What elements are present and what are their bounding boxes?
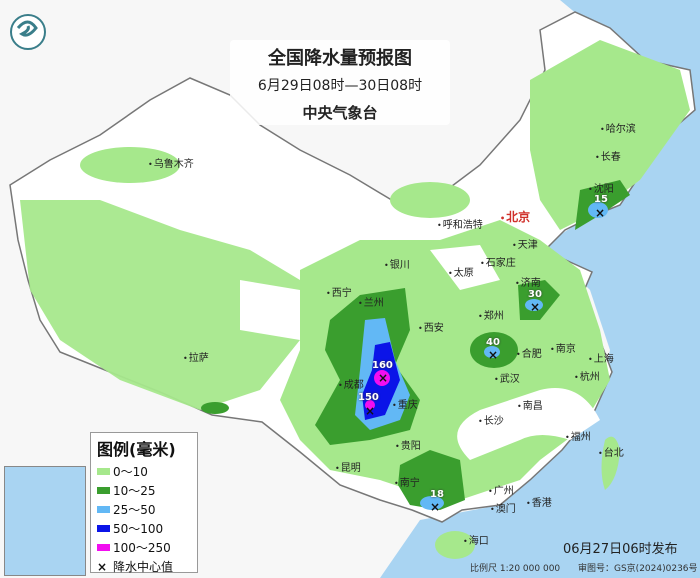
rain-center-value: 160 — [372, 360, 393, 371]
legend-swatch — [97, 544, 110, 551]
title-backdrop — [230, 40, 450, 125]
city-label: 杭州 — [574, 368, 600, 383]
legend-item: 100～250 — [97, 538, 191, 557]
city-label: 西宁 — [326, 284, 352, 299]
x-mark-icon: × — [595, 206, 606, 220]
legend-item: 25～50 — [97, 500, 191, 519]
city-label: 兰州 — [358, 294, 384, 309]
city-label: 重庆 — [392, 396, 418, 411]
city-label: 台北 — [598, 444, 624, 459]
city-label: 拉萨 — [183, 349, 209, 364]
city-label: 长沙 — [478, 412, 504, 427]
legend-item: 0～10 — [97, 462, 191, 481]
city-label: 成都 — [338, 376, 364, 391]
city-label: 香港 — [526, 494, 552, 509]
x-mark-icon: × — [378, 371, 389, 385]
rain-center-value: 150 — [358, 392, 379, 403]
map-title: 全国降水量预报图 — [268, 48, 412, 69]
legend-label: 降水中心值 — [113, 560, 174, 574]
city-label: 贵阳 — [395, 437, 421, 452]
legend-title: 图例(毫米) — [97, 440, 176, 459]
city-label: 济南 — [515, 274, 541, 289]
x-mark-icon: × — [430, 500, 441, 514]
issue-time: 06月27日06时发布 — [563, 542, 678, 557]
issuer: 中央气象台 — [302, 104, 378, 122]
city-label: 太原 — [448, 264, 474, 279]
city-label: 南京 — [550, 340, 576, 355]
rain-center-value: 15 — [594, 194, 608, 205]
legend-swatch — [97, 487, 110, 494]
legend-label: 10～25 — [113, 484, 156, 498]
city-label: 澳门 — [490, 500, 516, 515]
ocean — [380, 0, 700, 578]
legend-label: 25～50 — [113, 503, 156, 517]
legend-swatch — [97, 506, 110, 513]
city-label: 西安 — [418, 319, 444, 334]
city-label: 长春 — [595, 148, 621, 163]
south-china-sea-inset — [4, 466, 86, 576]
legend-item: 10～25 — [97, 481, 191, 500]
city-label: 天津 — [512, 236, 538, 251]
scale-text: 比例尺 1:20 000 000 — [470, 564, 561, 574]
approval-number: 审图号：GS京(2024)0236号 — [578, 564, 698, 574]
rain-100-250 — [365, 370, 390, 410]
city-label: 南昌 — [517, 397, 543, 412]
legend-label: 50～100 — [113, 522, 164, 536]
rain-no-region — [240, 245, 600, 460]
city-label: 广州 — [488, 482, 514, 497]
legend-item: 50～100 — [97, 519, 191, 538]
city-label: 石家庄 — [480, 254, 516, 269]
city-label: 上海 — [588, 350, 614, 365]
city-label: 银川 — [384, 256, 410, 271]
capital-label: 北京 — [500, 208, 530, 225]
forecast-period: 6月29日08时—30日08时 — [257, 78, 423, 94]
city-label: 合肥 — [516, 345, 542, 360]
legend: 图例(毫米) 0～10 10～25 25～50 50～100 100～250 ×… — [90, 432, 198, 576]
rain-center-value: 18 — [430, 489, 444, 500]
x-mark-icon: × — [530, 300, 541, 314]
legend-label: 0～10 — [113, 465, 148, 479]
city-label: 海口 — [463, 532, 489, 547]
city-label: 福州 — [565, 428, 591, 443]
legend-label: 100～250 — [113, 541, 171, 555]
city-label: 沈阳 — [588, 180, 614, 195]
legend-item: × 降水中心值 — [97, 557, 191, 576]
x-mark-icon: × — [488, 348, 499, 362]
city-label: 武汉 — [494, 370, 520, 385]
city-label: 哈尔滨 — [600, 120, 636, 135]
x-mark-icon: × — [97, 559, 108, 574]
rain-center-value: 30 — [528, 289, 542, 300]
city-label: 郑州 — [478, 307, 504, 322]
legend-swatch — [97, 468, 110, 475]
city-label: 昆明 — [335, 459, 361, 474]
city-label: 南宁 — [394, 474, 420, 489]
x-mark-icon: × — [365, 404, 376, 418]
logo-icon — [10, 14, 46, 50]
rain-center-value: 40 — [486, 337, 500, 348]
legend-swatch — [97, 525, 110, 532]
city-label: 呼和浩特 — [437, 216, 483, 231]
city-label: 乌鲁木齐 — [148, 155, 194, 170]
